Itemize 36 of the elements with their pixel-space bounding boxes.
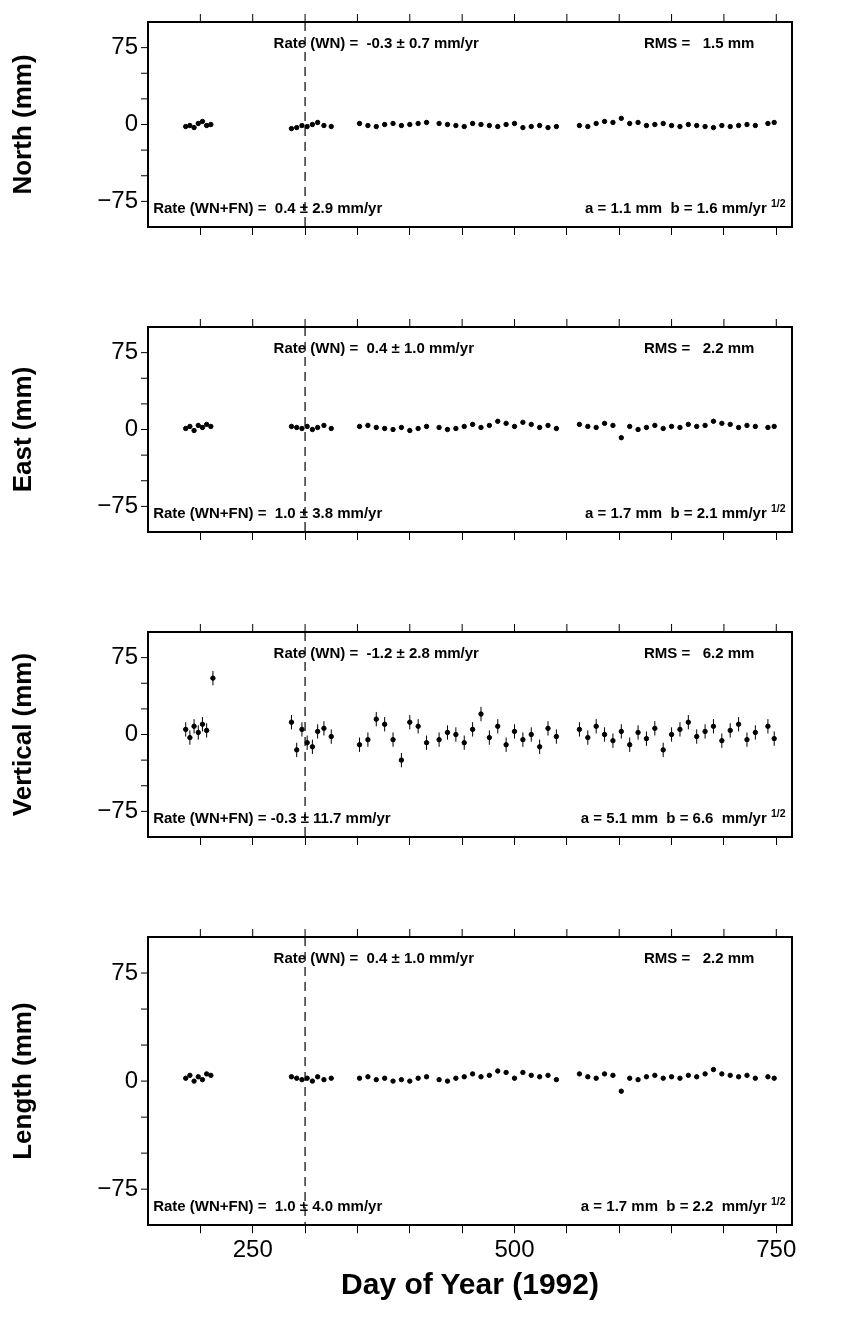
annotation: Rate (WN+FN) = -0.3 ± 11.7 mm/yr bbox=[153, 809, 391, 826]
y-tick-label: −75 bbox=[97, 796, 138, 823]
y-tick-label: −75 bbox=[97, 186, 138, 213]
annotation: a = 1.7 mm b = 2.1 mm/yr 1/2 bbox=[585, 502, 786, 521]
y-tick-label: 75 bbox=[111, 32, 138, 60]
annotation: RMS = 2.2 mm bbox=[643, 949, 755, 966]
annotation: RMS = 1.5 mm bbox=[643, 34, 755, 51]
x-axis-title: Day of Year (1992) bbox=[341, 1267, 599, 1301]
annotation: Rate (WN) = -1.2 ± 2.8 mm/yr bbox=[273, 644, 480, 661]
annotation: Rate (WN+FN) = 1.0 ± 3.8 mm/yr bbox=[153, 504, 383, 521]
y-axis-title: Length (mm) bbox=[6, 1002, 37, 1160]
annotation: Rate (WN) = -0.3 ± 0.7 mm/yr bbox=[273, 34, 480, 51]
y-tick-label: 75 bbox=[111, 337, 138, 365]
y-tick-label: 0 bbox=[124, 719, 138, 747]
y-tick-label: 0 bbox=[124, 1065, 138, 1093]
y-axis-title: North (mm) bbox=[6, 54, 37, 195]
y-axis-title: East (mm) bbox=[6, 366, 37, 493]
annotation: a = 1.7 mm b = 2.2 mm/yr 1/2 bbox=[580, 1195, 786, 1215]
annotation: RMS = 2.2 mm bbox=[643, 339, 755, 356]
y-tick-label: 0 bbox=[124, 414, 138, 442]
x-tick-label: 750 bbox=[756, 1235, 797, 1263]
annotation: Rate (WN) = 0.4 ± 1.0 mm/yr bbox=[273, 949, 475, 966]
annotation: RMS = 6.2 mm bbox=[643, 644, 755, 661]
y-axis-title: Vertical (mm) bbox=[6, 652, 37, 817]
x-tick-label: 500 bbox=[494, 1235, 535, 1263]
y-tick-label: −75 bbox=[97, 1173, 138, 1201]
y-tick-label: 0 bbox=[124, 109, 138, 137]
annotation: a = 1.1 mm b = 1.6 mm/yr 1/2 bbox=[585, 197, 786, 216]
annotation: Rate (WN+FN) = 0.4 ± 2.9 mm/yr bbox=[153, 199, 383, 216]
x-tick-label: 250 bbox=[232, 1235, 273, 1263]
y-tick-label: 75 bbox=[111, 642, 138, 670]
y-tick-label: −75 bbox=[97, 491, 138, 518]
annotation: Rate (WN+FN) = 1.0 ± 4.0 mm/yr bbox=[153, 1197, 383, 1215]
annotation: a = 5.1 mm b = 6.6 mm/yr 1/2 bbox=[580, 807, 786, 826]
y-tick-label: 75 bbox=[111, 957, 138, 985]
annotation: Rate (WN) = 0.4 ± 1.0 mm/yr bbox=[273, 339, 475, 356]
